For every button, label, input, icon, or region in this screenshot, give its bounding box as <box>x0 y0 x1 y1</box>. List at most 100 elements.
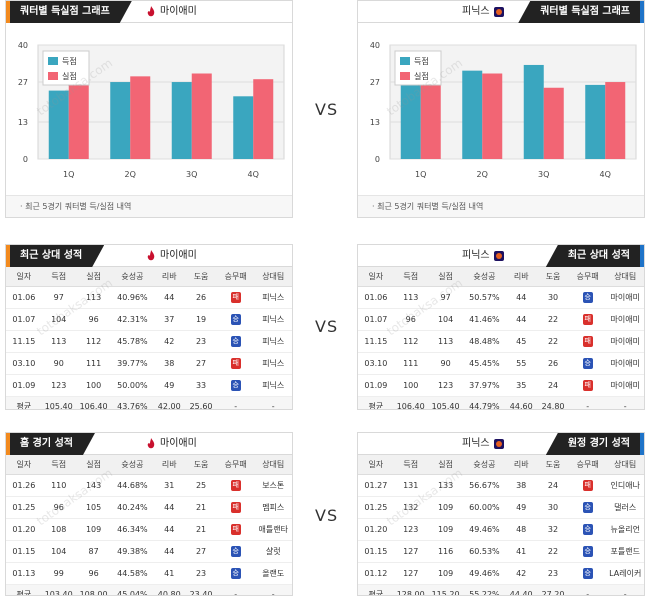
table-row: 01.09 123 100 50.00% 49 33 승 피닉스 <box>6 374 292 397</box>
suns-logo-icon <box>493 7 504 17</box>
table-cell: 인디애나 <box>606 474 644 497</box>
table-row: 01.07 104 96 42.31% 37 19 승 피닉스 <box>6 308 292 331</box>
average-cell: 44.79% <box>463 396 506 409</box>
table-cell: 마이애미 <box>606 286 644 309</box>
bar-scored <box>171 82 192 159</box>
table-row: 01.20 108 109 46.34% 44 21 패 애틀랜타 <box>6 518 292 541</box>
column-header: 승무패 <box>216 267 255 287</box>
table-cell: 01.07 <box>6 308 42 331</box>
average-cell: 128.00 <box>393 584 428 595</box>
average-cell: 106.40 <box>75 396 112 409</box>
average-cell: 평균 <box>358 584 394 595</box>
average-cell: 106.40 <box>393 396 428 409</box>
table-header-row: 일자 득점 실점 슛성공 리바 도움 승무패 상대팀 <box>6 267 292 287</box>
average-cell: - <box>568 584 607 595</box>
column-header: 상대팀 <box>254 267 292 287</box>
x-tick-label: 3Q <box>538 170 549 179</box>
header-accent <box>6 433 10 455</box>
table-cell: LA레이커 <box>606 562 644 585</box>
y-tick-label: 13 <box>18 118 28 127</box>
table-cell: 25 <box>185 474 217 497</box>
average-cell: 43.76% <box>111 396 154 409</box>
table-cell: 113 <box>393 286 428 309</box>
column-header: 실점 <box>427 455 464 475</box>
table-cell: 19 <box>185 308 217 331</box>
bar-scored <box>400 73 421 159</box>
table-cell: 01.09 <box>6 374 42 397</box>
chart-panel-left: 쿼터별 득실점 그래프 마이애미 0 13 27 40 1Q 2Q 3Q 4Q 득점 실점 · 최… <box>5 0 293 218</box>
table-cell: 22 <box>537 330 569 353</box>
result-badge: 승 <box>230 335 241 347</box>
table-panel-h2h-home: 최근 상대 성적 마이애미 일자 득점 실점 슛성공 리바 도움 승무패 상대팀 01.06 97 11… <box>5 244 293 410</box>
table-cell: 49.46% <box>463 518 506 541</box>
table-cell: 30 <box>537 286 569 309</box>
average-cell: 44.40 <box>505 584 538 595</box>
table-cell: 01.27 <box>358 474 394 497</box>
table-cell: 21 <box>185 496 217 519</box>
team-name: 마이애미 <box>160 250 197 261</box>
table-row: 03.10 90 111 39.77% 38 27 패 피닉스 <box>6 352 292 375</box>
result-cell: 승 <box>216 540 255 563</box>
column-header: 승무패 <box>216 455 255 475</box>
chart-footer-text: 최근 5경기 쿼터별 득/실점 내역 <box>25 202 132 211</box>
table-cell: 38 <box>505 474 538 497</box>
result-badge: 승 <box>582 523 593 535</box>
column-header: 득점 <box>41 455 76 475</box>
table-cell: 104 <box>41 308 76 331</box>
table-cell: 37.97% <box>463 374 506 397</box>
table-cell: 마이애미 <box>606 308 644 331</box>
vs-label-1: VS <box>315 100 339 119</box>
table-cell: 113 <box>41 330 76 353</box>
result-badge: 패 <box>582 335 593 347</box>
y-tick-label: 27 <box>18 78 28 87</box>
legend-swatch <box>400 72 410 80</box>
table-cell: 99 <box>41 562 76 585</box>
bar-conceded <box>543 87 564 159</box>
result-cell: 패 <box>216 474 255 497</box>
table-cell: 01.06 <box>6 286 42 309</box>
column-header: 승무패 <box>568 455 607 475</box>
result-badge: 승 <box>582 291 593 303</box>
average-cell: 27.20 <box>537 584 569 595</box>
average-cell: 103.40 <box>41 584 76 595</box>
table-cell: 109 <box>427 496 464 519</box>
table-cell: 35 <box>505 374 538 397</box>
bar-conceded <box>482 73 503 159</box>
table-cell: 49 <box>153 374 186 397</box>
table-cell: 01.25 <box>6 496 42 519</box>
table-cell: 마이애미 <box>606 374 644 397</box>
table-row: 11.15 113 112 45.78% 42 23 승 피닉스 <box>6 330 292 353</box>
table-cell: 올랜도 <box>254 562 292 585</box>
table-cell: 01.07 <box>358 308 394 331</box>
result-badge: 패 <box>230 501 241 513</box>
vs-label-2: VS <box>315 317 339 336</box>
column-header: 승무패 <box>568 267 607 287</box>
table-cell: 27 <box>185 540 217 563</box>
table-cell: 11.15 <box>6 330 42 353</box>
result-cell: 패 <box>216 352 255 375</box>
table-cell: 03.10 <box>358 352 394 375</box>
suns-logo-icon <box>493 439 504 449</box>
result-cell: 패 <box>568 374 607 397</box>
column-header: 실점 <box>75 455 112 475</box>
average-cell: - <box>568 396 607 409</box>
y-tick-label: 27 <box>370 78 380 87</box>
table-cell: 90 <box>41 352 76 375</box>
column-header: 리바 <box>505 267 538 287</box>
result-cell: 승 <box>568 352 607 375</box>
table-cell: 44.68% <box>111 474 154 497</box>
result-badge: 패 <box>230 479 241 491</box>
table-row: 01.15 127 116 60.53% 41 22 승 포틀랜드 <box>358 540 644 563</box>
heat-logo-icon <box>147 6 155 17</box>
table-cell: 뉴올리언 <box>606 518 644 541</box>
x-tick-label: 3Q <box>186 170 197 179</box>
table-cell: 55 <box>505 352 538 375</box>
result-cell: 승 <box>568 518 607 541</box>
column-header: 실점 <box>75 267 112 287</box>
column-header: 슛성공 <box>111 455 154 475</box>
table-cell: 133 <box>427 474 464 497</box>
column-header: 도움 <box>185 455 217 475</box>
average-row: 평균 128.00 115.20 55.22% 44.40 27.20- - <box>358 584 644 595</box>
bar-scored <box>233 96 254 159</box>
